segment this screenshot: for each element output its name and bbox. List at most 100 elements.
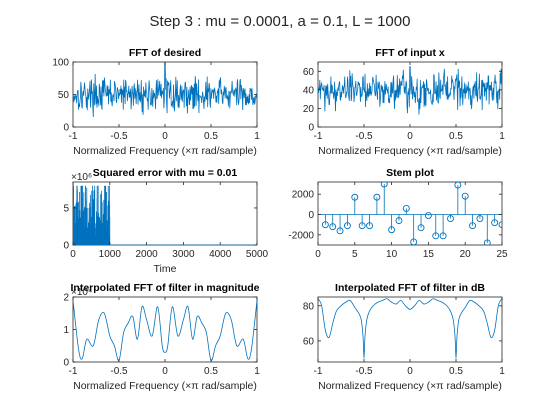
stem-marker	[454, 182, 462, 189]
x-axis-label: Time	[154, 263, 177, 275]
stem-marker	[321, 221, 329, 229]
figure-title: Step 3 : mu = 0.0001, a = 0.1, L = 1000	[150, 13, 411, 30]
series-line	[73, 62, 257, 117]
panel-fft-desired: -1 -0.5 0 0.5 1 0 50 100 FFT of desired Normalize…	[52, 47, 260, 157]
y-tick-label: 80	[303, 301, 315, 312]
axes-frame	[317, 181, 503, 246]
stem-marker	[432, 232, 440, 240]
series-line	[73, 300, 257, 361]
panel-fft-input: -1 -0.5 0 0.5 1 0 20 40 60 FFT of input x Normaliz…	[303, 47, 505, 157]
stem-marker	[336, 227, 344, 235]
axes-title: FFT of input x	[375, 47, 445, 59]
axis-exponent: ×10⁴	[71, 287, 92, 298]
y-tick-label: 5	[63, 203, 69, 214]
stem-marker	[439, 232, 447, 240]
stem-marker	[395, 217, 403, 225]
x-axis-label: Normalized Frequency (×π rad/sample)	[318, 145, 502, 157]
x-tick-label: 0.5	[204, 366, 218, 377]
stem-marker	[461, 192, 469, 200]
y-tick-label: 0	[63, 123, 69, 134]
plot-area	[73, 62, 257, 117]
stem-marker	[469, 222, 477, 230]
panel-interp-db: -1 -0.5 0 0.5 1 60 80 Interpolated FFT of filte…	[303, 282, 505, 392]
x-tick-label: -1	[69, 131, 78, 142]
x-tick-label: 1	[254, 366, 260, 377]
x-axis-label: Normalized Frequency (×π rad/sample)	[73, 380, 257, 392]
y-tick-label: -2000	[288, 230, 314, 241]
x-tick-label: 0	[70, 249, 76, 260]
stem-marker	[373, 193, 381, 201]
x-tick-label: 2000	[135, 249, 158, 260]
stem-marker	[483, 239, 491, 245]
plot-area	[318, 298, 502, 359]
stem-marker	[366, 222, 373, 230]
stem-marker	[329, 223, 337, 231]
x-tick-label: 10	[386, 249, 398, 260]
stem-marker	[351, 193, 359, 201]
y-tick-label: 0	[63, 358, 69, 369]
stem-marker	[380, 182, 388, 188]
plot-area	[318, 182, 502, 245]
x-tick-label: 1	[499, 131, 505, 142]
stem-marker	[388, 226, 396, 234]
y-tick-label: 1	[63, 325, 69, 336]
x-tick-label: 0.5	[449, 131, 463, 142]
x-axis-label: Normalized Frequency (×π rad/sample)	[73, 145, 257, 157]
stem-marker	[476, 215, 484, 223]
x-tick-label: 1	[499, 366, 505, 377]
x-tick-label: -0.5	[110, 131, 128, 142]
panel-squared-error: 0 1000 2000 3000 4000 5000 0 5 Squared error wit…	[63, 167, 268, 275]
x-tick-label: 20	[460, 249, 472, 260]
series-line	[318, 298, 502, 359]
y-tick-label: 0	[308, 210, 314, 221]
x-tick-label: -0.5	[355, 131, 373, 142]
y-tick-label: 2000	[292, 190, 315, 201]
stem-marker	[358, 222, 366, 230]
plot-area	[73, 185, 257, 245]
x-tick-label: 0.5	[204, 131, 218, 142]
axes-title: FFT of desired	[129, 47, 201, 59]
stem-marker	[343, 222, 351, 230]
x-tick-label: 25	[496, 249, 508, 260]
axes-title: Stem plot	[386, 167, 434, 179]
x-tick-label: 0	[162, 131, 168, 142]
stem-marker	[447, 215, 454, 223]
x-tick-label: 0	[407, 366, 413, 377]
x-tick-label: -1	[69, 366, 78, 377]
series-line	[318, 66, 502, 115]
stem-marker	[491, 219, 499, 227]
x-tick-label: 4000	[209, 249, 232, 260]
axes-title: Squared error with mu = 0.01	[93, 167, 238, 179]
x-tick-label: 3000	[172, 249, 195, 260]
stem-marker	[410, 238, 418, 245]
plot-area	[318, 66, 502, 115]
y-tick-label: 0	[63, 241, 69, 252]
x-tick-label: 5	[352, 249, 358, 260]
x-tick-label: 5000	[246, 249, 269, 260]
plot-area	[73, 300, 257, 361]
axis-exponent: ×10⁶	[71, 172, 92, 183]
x-tick-label: 15	[423, 249, 435, 260]
y-tick-label: 2	[63, 293, 69, 304]
stem-marker	[417, 224, 425, 232]
x-tick-label: 0.5	[449, 366, 463, 377]
x-tick-label: -1	[314, 131, 323, 142]
x-tick-label: 0	[315, 249, 321, 260]
axes-frame	[72, 296, 258, 363]
y-tick-label: 60	[303, 67, 315, 78]
y-tick-label: 50	[58, 90, 70, 101]
y-tick-label: 60	[303, 336, 315, 347]
x-axis-label: Normalized Frequency (×π rad/sample)	[318, 380, 502, 392]
y-tick-label: 20	[303, 104, 315, 115]
error-bars	[73, 185, 111, 245]
stem-marker	[402, 204, 410, 212]
x-tick-label: -0.5	[355, 366, 373, 377]
stem-marker	[498, 221, 502, 229]
x-tick-label: 0	[407, 131, 413, 142]
stem-marker	[424, 212, 432, 219]
x-tick-label: 1	[254, 131, 260, 142]
x-tick-label: 1000	[99, 249, 122, 260]
